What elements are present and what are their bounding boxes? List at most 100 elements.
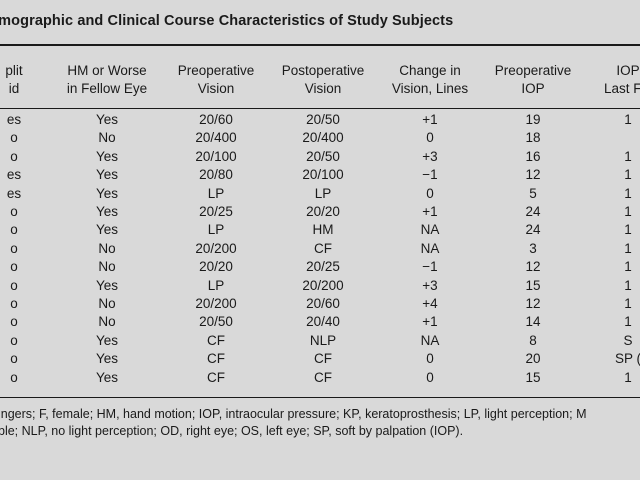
postop-vision-cell: 20/50 [306,112,340,127]
postop-vision-cell: 20/25 [306,259,340,275]
preop-vision-cell: 20/200 [195,240,237,256]
fellow-eye-cell: Yes [95,204,119,219]
split-lid-cell: o [10,259,18,275]
iop-last-cell: 1 [624,185,632,201]
split-lid-cell: es [6,167,22,183]
iop-last-cell: 1 [624,148,632,164]
preop-iop-cell: 24 [525,204,541,219]
split-lid-cell: o [10,204,18,219]
preop-iop-cell: 20 [525,351,541,367]
preop-iop-cell: 5 [529,185,537,201]
fellow-eye-cell: Yes [95,167,119,183]
split-lid-cell: o [10,296,18,311]
table-row: o No 20/200 20/60 +4 12 1 [0,295,640,313]
preop-vision-cell: 20/25 [199,204,233,219]
table-row: o Yes CF CF 0 20 SP ( [0,350,640,368]
iop-last-cell: SP ( [614,351,640,367]
change-vision-cell: +3 [422,148,438,164]
fellow-eye-cell: No [98,314,116,330]
preop-vision-cell: CF [207,332,225,348]
table-row: o Yes 20/100 20/50 +3 16 1 [0,148,640,166]
top-rule [0,44,640,46]
table-row: o No 20/400 20/400 0 18 [0,129,640,147]
bottom-rule [0,397,640,398]
split-lid-cell: o [10,369,18,385]
preop-vision-cell: 20/50 [199,314,233,330]
preop-vision-cell: 20/20 [199,259,233,275]
postop-vision-cell: 20/40 [306,314,340,330]
table-row: o No 20/200 CF NA 3 1 [0,240,640,258]
change-vision-cell: +1 [422,314,438,330]
preop-vision-cell: 20/400 [195,130,237,146]
footnote-line-1: ingers; F, female; HM, hand motion; IOP,… [0,407,587,421]
preop-vision-cell: LP [207,277,225,293]
table-row: es Yes LP LP 0 5 1 [0,185,640,203]
postop-vision-cell: 20/400 [302,130,344,146]
table-row: es Yes 20/80 20/100 −1 12 1 [0,166,640,184]
split-lid-cell: o [10,351,18,367]
fellow-eye-cell: No [98,259,116,275]
table-row: o Yes LP HM NA 24 1 [0,221,640,239]
postop-vision-cell: CF [314,240,332,256]
preop-iop-cell: 16 [525,148,541,164]
col-header-change-vision: Change in Vision, Lines [391,63,469,96]
fellow-eye-cell: No [98,296,116,311]
fellow-eye-cell: Yes [95,277,119,293]
preop-vision-cell: 20/100 [195,148,237,164]
change-vision-cell: +1 [422,112,438,127]
col-header-preop-iop: Preoperative IOP [494,63,572,96]
postop-vision-cell: 20/200 [302,277,344,293]
footnote-line-2: ble; NLP, no light perception; OD, right… [0,424,464,438]
preop-iop-cell: 12 [525,167,541,183]
change-vision-cell: 0 [426,351,434,367]
iop-last-cell: 1 [624,296,632,311]
fellow-eye-cell: Yes [95,332,119,348]
split-lid-cell: o [10,240,18,256]
preop-iop-cell: 15 [525,277,541,293]
col-header-postop-vision: Postoperative Vision [281,63,365,96]
preop-iop-cell: 12 [525,296,541,311]
table-row: o No 20/20 20/25 −1 12 1 [0,258,640,276]
postop-vision-cell: 20/50 [306,148,340,164]
table-row: o Yes CF NLP NA 8 S [0,332,640,350]
preop-iop-cell: 12 [525,259,541,275]
fellow-eye-cell: Yes [95,148,119,164]
iop-last-cell: 1 [624,222,632,238]
split-lid-cell: o [10,314,18,330]
split-lid-cell: o [10,222,18,238]
split-lid-cell: es [6,185,22,201]
postop-vision-cell: CF [314,369,332,385]
table-row: o No 20/50 20/40 +1 14 1 [0,313,640,331]
iop-last-cell: 1 [624,112,632,127]
fellow-eye-cell: Yes [95,222,119,238]
table-row: o Yes CF CF 0 15 1 [0,369,640,387]
table-title: emographic and Clinical Course Character… [0,13,454,29]
postop-vision-cell: CF [314,351,332,367]
fellow-eye-cell: Yes [95,351,119,367]
col-header-split-lid: plit id [5,63,23,96]
header-rule [0,108,640,109]
preop-iop-cell: 14 [525,314,541,330]
change-vision-cell: 0 [426,185,434,201]
fellow-eye-cell: Yes [95,185,119,201]
change-vision-cell: 0 [426,369,434,385]
iop-last-cell: 1 [624,369,632,385]
iop-last-cell: 1 [624,259,632,275]
iop-last-cell: 1 [624,314,632,330]
table-row: o Yes 20/25 20/20 +1 24 1 [0,203,640,221]
change-vision-cell: +3 [422,277,438,293]
preop-iop-cell: 15 [525,369,541,385]
iop-last-cell: S [623,332,633,348]
fellow-eye-cell: No [98,240,116,256]
split-lid-cell: o [10,277,18,293]
iop-last-cell: 1 [624,167,632,183]
change-vision-cell: NA [420,240,440,256]
fellow-eye-cell: Yes [95,112,119,127]
preop-vision-cell: LP [207,185,225,201]
preop-iop-cell: 3 [529,240,537,256]
col-header-fellow-eye: HM or Worse in Fellow Eye [66,63,148,96]
postop-vision-cell: LP [314,185,332,201]
col-header-preop-vision: Preoperative Vision [177,63,255,96]
preop-vision-cell: LP [207,222,225,238]
